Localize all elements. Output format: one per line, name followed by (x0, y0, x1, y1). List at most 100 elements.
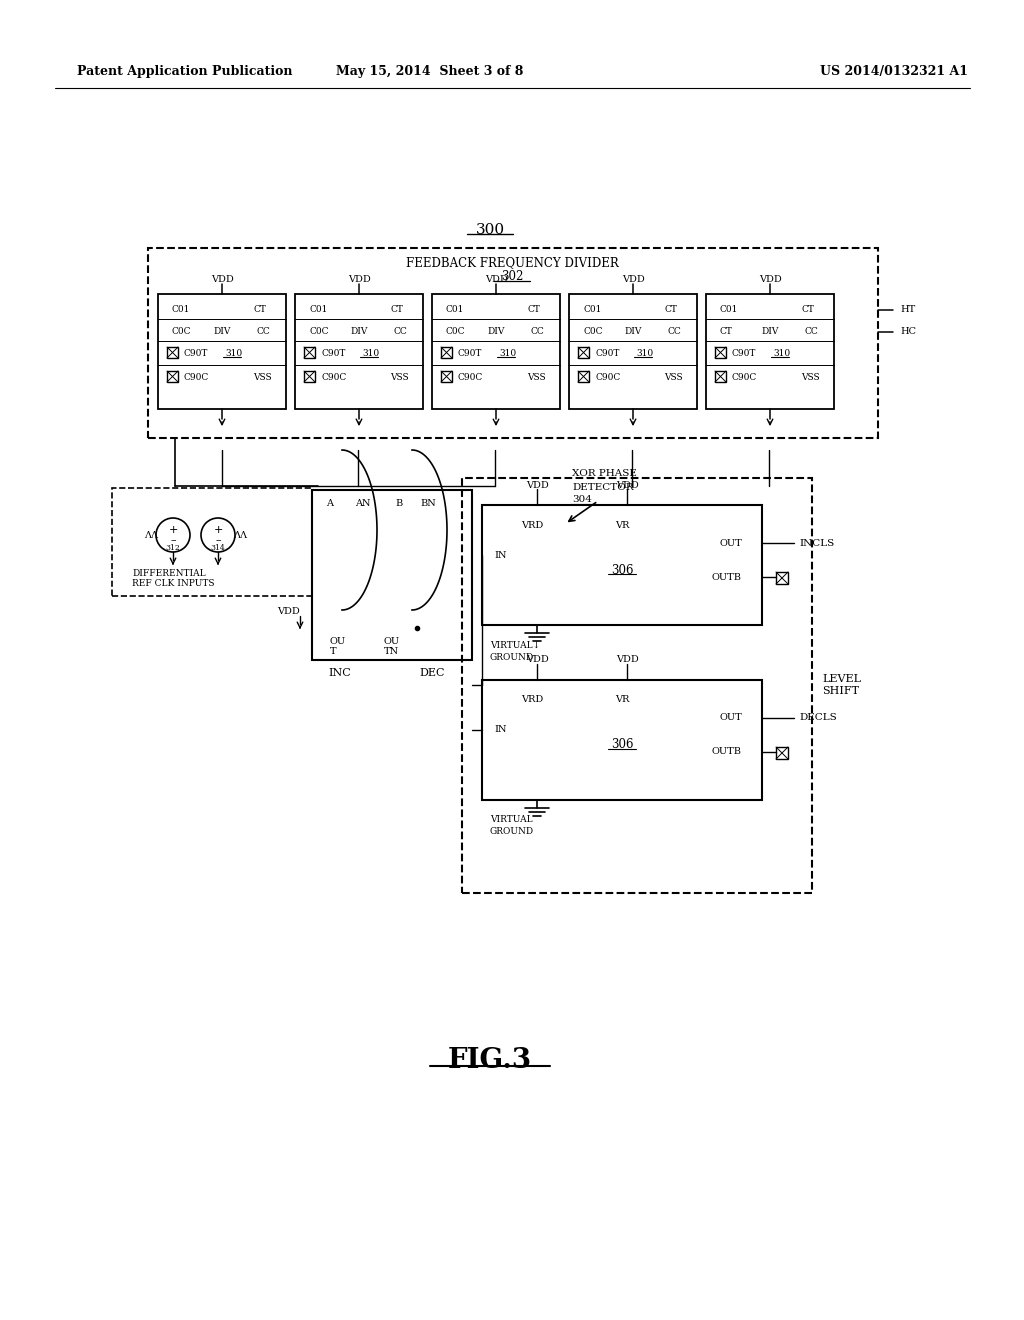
Text: C90C: C90C (321, 372, 346, 381)
Bar (432, 294, 560, 409)
Text: VRD: VRD (521, 696, 543, 705)
Text: 310: 310 (362, 348, 379, 358)
Text: VSS: VSS (527, 372, 546, 381)
Text: VDD: VDD (525, 656, 549, 664)
Bar (776, 747, 788, 759)
Text: CT: CT (390, 305, 403, 314)
Text: HC: HC (900, 327, 916, 337)
Bar (304, 347, 315, 358)
Text: LEVEL
SHIFT: LEVEL SHIFT (822, 675, 861, 696)
Bar (776, 572, 788, 583)
Bar (482, 680, 762, 800)
Text: XOR PHASE: XOR PHASE (572, 470, 637, 479)
Text: May 15, 2014  Sheet 3 of 8: May 15, 2014 Sheet 3 of 8 (336, 66, 523, 78)
Text: IN: IN (494, 550, 507, 560)
Text: VDD: VDD (347, 276, 371, 285)
Text: 310: 310 (773, 348, 791, 358)
Text: VSS: VSS (665, 372, 683, 381)
Bar (167, 347, 178, 358)
Text: BN: BN (420, 499, 436, 507)
Text: OU: OU (384, 638, 400, 647)
Text: AN: AN (355, 499, 371, 507)
Text: 302: 302 (501, 271, 523, 284)
Bar (148, 248, 878, 438)
Bar (715, 371, 726, 381)
Bar (158, 294, 286, 409)
Text: C01: C01 (172, 305, 190, 314)
Text: CC: CC (668, 326, 681, 335)
Text: CC: CC (393, 326, 407, 335)
Text: 312: 312 (166, 544, 180, 552)
Text: CT: CT (720, 326, 733, 335)
Text: ΛΛ: ΛΛ (233, 531, 247, 540)
Text: INCLS: INCLS (799, 539, 835, 548)
Text: OUT: OUT (719, 714, 742, 722)
Text: A: A (326, 499, 333, 507)
Bar (578, 347, 589, 358)
Text: VR: VR (614, 696, 629, 705)
Text: C90C: C90C (458, 372, 483, 381)
Text: HT: HT (900, 305, 915, 314)
Text: CT: CT (665, 305, 677, 314)
Text: C0C: C0C (446, 326, 466, 335)
Text: VDD: VDD (525, 480, 549, 490)
Text: VSS: VSS (802, 372, 820, 381)
Text: CT: CT (801, 305, 814, 314)
Text: TN: TN (384, 647, 399, 656)
Text: VR: VR (614, 520, 629, 529)
Text: OU: OU (330, 638, 346, 647)
Text: CT: CT (253, 305, 266, 314)
Text: VSS: VSS (390, 372, 409, 381)
Text: REF CLK INPUTS: REF CLK INPUTS (132, 579, 214, 589)
Text: C90C: C90C (595, 372, 621, 381)
Text: VDD: VDD (484, 276, 507, 285)
Text: DIFFERENTIAL: DIFFERENTIAL (132, 569, 206, 578)
Text: DIV: DIV (487, 326, 505, 335)
Bar (462, 478, 812, 894)
Text: DEC: DEC (419, 668, 444, 678)
Text: VSS: VSS (253, 372, 272, 381)
Text: 306: 306 (610, 564, 633, 577)
Text: IN: IN (494, 726, 507, 734)
Text: C90C: C90C (184, 372, 209, 381)
Text: C01: C01 (583, 305, 601, 314)
Text: VDD: VDD (615, 656, 638, 664)
Text: T: T (330, 647, 337, 656)
Text: INC: INC (329, 668, 351, 678)
Text: 300: 300 (475, 223, 505, 238)
Bar (482, 506, 762, 624)
Text: 306: 306 (610, 738, 633, 751)
Bar (578, 371, 589, 381)
Text: DIV: DIV (761, 326, 778, 335)
Text: CT: CT (527, 305, 540, 314)
Text: C0C: C0C (583, 326, 602, 335)
Bar (569, 294, 697, 409)
Text: C0C: C0C (172, 326, 191, 335)
Text: OUT: OUT (719, 539, 742, 548)
Text: OUTB: OUTB (712, 573, 742, 582)
Text: 314: 314 (211, 544, 225, 552)
Bar (295, 294, 423, 409)
Text: –: – (215, 535, 221, 545)
Text: FEEDBACK FREQUENCY DIVIDER: FEEDBACK FREQUENCY DIVIDER (406, 256, 618, 269)
Text: VRD: VRD (521, 520, 543, 529)
Text: VDD: VDD (622, 276, 644, 285)
Text: US 2014/0132321 A1: US 2014/0132321 A1 (820, 66, 968, 78)
Text: C90T: C90T (184, 348, 208, 358)
Text: C0C: C0C (309, 326, 329, 335)
Text: DIV: DIV (350, 326, 368, 335)
Bar (441, 347, 452, 358)
Text: DETECTOR: DETECTOR (572, 483, 634, 491)
Bar (304, 371, 315, 381)
Text: C90T: C90T (458, 348, 482, 358)
Text: GROUND: GROUND (490, 652, 535, 661)
Text: CC: CC (804, 326, 818, 335)
Text: B: B (395, 499, 402, 507)
Text: GROUND: GROUND (490, 828, 535, 837)
Text: C90T: C90T (595, 348, 620, 358)
Text: 310: 310 (499, 348, 516, 358)
Text: +: + (213, 525, 222, 535)
Text: 310: 310 (225, 348, 242, 358)
Text: DIV: DIV (213, 326, 230, 335)
Text: C01: C01 (309, 305, 328, 314)
